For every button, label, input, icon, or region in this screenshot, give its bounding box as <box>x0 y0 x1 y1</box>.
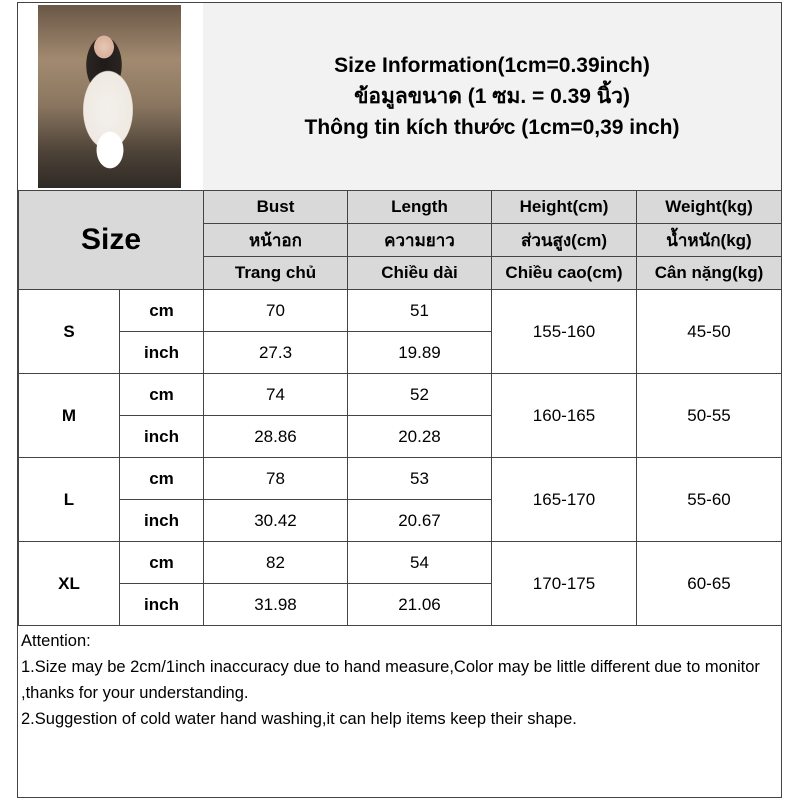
bust-inch: 28.86 <box>203 415 348 458</box>
size-row-inch: inch 27.3 19.89 <box>19 331 782 374</box>
notes-heading: Attention: <box>21 632 91 650</box>
size-row-inch: inch 31.98 21.06 <box>19 583 782 626</box>
bust-cm: 74 <box>203 373 348 416</box>
title-vietnamese: Thông tin kích thước (1cm=0,39 inch) <box>304 116 680 139</box>
size-label: M <box>18 373 120 458</box>
col-weight-vi: Cân nặng(kg) <box>636 256 782 290</box>
size-row-cm: L cm 78 53 165-170 55-60 <box>18 457 782 542</box>
length-cm: 53 <box>347 457 492 500</box>
size-header: Size <box>18 190 204 290</box>
height-range: 165-170 <box>491 457 637 542</box>
col-bust-th: หน้าอก <box>203 223 348 257</box>
weight-range: 55-60 <box>636 457 782 542</box>
unit-cm: cm <box>119 541 204 584</box>
bust-cm: 82 <box>203 541 348 584</box>
note-item: 2.Suggestion of cold water hand washing,… <box>21 710 577 728</box>
size-row-cm: XL cm 82 54 170-175 60-65 <box>18 541 782 626</box>
weight-range: 45-50 <box>636 289 782 374</box>
attention-notes: Attention: 1.Size may be 2cm/1inch inacc… <box>18 628 781 797</box>
col-height-en: Height(cm) <box>491 190 637 224</box>
length-cm: 54 <box>347 541 492 584</box>
size-row-inch: inch 28.86 20.28 <box>19 415 782 458</box>
length-inch: 20.67 <box>347 499 492 542</box>
bust-inch: 31.98 <box>203 583 348 626</box>
product-photo-cell <box>18 3 204 190</box>
bust-cm: 78 <box>203 457 348 500</box>
unit-inch: inch <box>119 583 204 626</box>
note-item: 1.Size may be 2cm/1inch inaccuracy due t… <box>21 658 760 702</box>
col-height-vi: Chiều cao(cm) <box>491 256 637 290</box>
length-inch: 19.89 <box>347 331 492 374</box>
col-bust-en: Bust <box>203 190 348 224</box>
size-table: Size Bust Length Height(cm) Weight(kg) ห… <box>18 190 782 626</box>
col-length-th: ความยาว <box>347 223 492 257</box>
bust-inch: 27.3 <box>203 331 348 374</box>
size-info-title: Size Information(1cm=0.39inch) ข้อมูลขนา… <box>203 3 781 190</box>
size-label: XL <box>18 541 120 626</box>
weight-range: 60-65 <box>636 541 782 626</box>
unit-cm: cm <box>119 373 204 416</box>
bust-inch: 30.42 <box>203 499 348 542</box>
unit-inch: inch <box>119 499 204 542</box>
weight-range: 50-55 <box>636 373 782 458</box>
size-row-cm: S cm 70 51 155-160 45-50 <box>18 289 782 374</box>
product-photo <box>38 5 181 188</box>
title-thai: ข้อมูลขนาด (1 ซม. = 0.39 นิ้ว) <box>354 85 630 108</box>
col-length-vi: Chiều dài <box>347 256 492 290</box>
height-range: 170-175 <box>491 541 637 626</box>
size-label: L <box>18 457 120 542</box>
size-label: S <box>18 289 120 374</box>
col-height-th: ส่วนสูง(cm) <box>491 223 637 257</box>
col-weight-en: Weight(kg) <box>636 190 782 224</box>
unit-inch: inch <box>119 415 204 458</box>
col-weight-th: น้ำหนัก(kg) <box>636 223 782 257</box>
length-cm: 51 <box>347 289 492 332</box>
size-row-cm: M cm 74 52 160-165 50-55 <box>18 373 782 458</box>
bust-cm: 70 <box>203 289 348 332</box>
col-bust-vi: Trang chủ <box>203 256 348 290</box>
size-row-inch: inch 30.42 20.67 <box>19 499 782 542</box>
length-cm: 52 <box>347 373 492 416</box>
length-inch: 20.28 <box>347 415 492 458</box>
title-english: Size Information(1cm=0.39inch) <box>334 54 650 77</box>
unit-inch: inch <box>119 331 204 374</box>
col-length-en: Length <box>347 190 492 224</box>
length-inch: 21.06 <box>347 583 492 626</box>
size-chart-frame <box>17 2 782 798</box>
unit-cm: cm <box>119 289 204 332</box>
height-range: 160-165 <box>491 373 637 458</box>
height-range: 155-160 <box>491 289 637 374</box>
unit-cm: cm <box>119 457 204 500</box>
